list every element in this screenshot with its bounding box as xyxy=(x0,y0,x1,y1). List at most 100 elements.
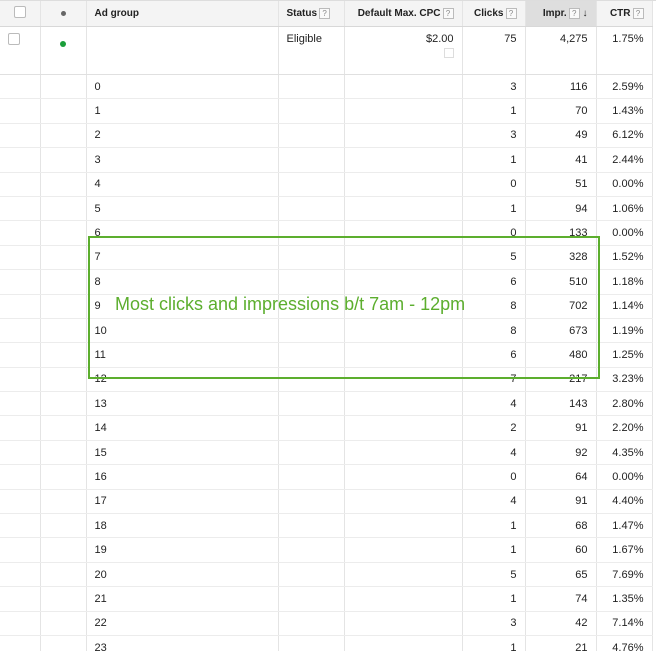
clicks-cell: 1 xyxy=(462,147,526,173)
status-dot-icon xyxy=(60,11,66,16)
cpc-cell xyxy=(344,464,463,490)
impr-cell: 49 xyxy=(525,123,597,149)
select-cell xyxy=(0,172,41,197)
clicks-cell: 75 xyxy=(462,26,526,75)
table-row: 2 3 49 6.12% xyxy=(0,123,653,149)
ctr-cell: 2.59% xyxy=(596,74,653,100)
table-row: 19 1 60 1.67% xyxy=(0,537,653,563)
select-cell xyxy=(0,562,41,588)
table-row: 6 0 133 0.00% xyxy=(0,220,653,246)
table-row: 8 6 510 1.18% xyxy=(0,269,653,295)
cpc-cell xyxy=(344,269,463,295)
clicks-cell: 5 xyxy=(462,245,526,271)
status-dot-header xyxy=(40,1,87,27)
table-row: 12 7 217 3.23% xyxy=(0,367,653,393)
table-row: 0 3 116 2.59% xyxy=(0,74,653,100)
select-cell xyxy=(0,537,41,563)
clicks-cell: 1 xyxy=(462,586,526,612)
help-icon[interactable]: ? xyxy=(319,8,331,19)
cpc-cell xyxy=(344,367,463,393)
cpc-cell xyxy=(344,440,463,466)
hour-cell: 23 xyxy=(86,635,279,651)
select-cell xyxy=(0,635,41,651)
select-cell xyxy=(0,440,41,466)
dot-cell xyxy=(40,440,87,466)
status-cell xyxy=(278,269,345,295)
ctr-cell: 0.00% xyxy=(596,220,653,246)
status-cell xyxy=(278,123,345,149)
ctr-cell: 1.67% xyxy=(596,537,653,563)
ctr-cell: 4.76% xyxy=(596,635,653,651)
cpc-cell xyxy=(344,196,463,222)
cpc-cell xyxy=(344,123,463,149)
ctr-cell: 1.43% xyxy=(596,98,653,124)
ctr-cell: 1.19% xyxy=(596,318,653,344)
impr-cell: 94 xyxy=(525,196,597,222)
cpc-cell[interactable]: $2.00 xyxy=(344,26,463,75)
clicks-cell: 2 xyxy=(462,415,526,441)
clicks-cell: 4 xyxy=(462,489,526,515)
help-icon[interactable]: ? xyxy=(632,8,644,19)
annotation-text: Most clicks and impressions b/t 7am - 12… xyxy=(115,294,466,314)
ctr-cell: 1.06% xyxy=(596,196,653,222)
table-row: 17 4 91 4.40% xyxy=(0,489,653,515)
cpc-cell xyxy=(344,98,463,124)
clicks-cell: 4 xyxy=(462,440,526,466)
ad-group-cell xyxy=(86,26,279,75)
dot-cell xyxy=(40,147,87,173)
hour-cell: 20 xyxy=(86,562,279,588)
ctr-cell: 1.14% xyxy=(596,294,653,319)
help-icon[interactable]: ? xyxy=(505,8,517,19)
clicks-cell: 7 xyxy=(462,367,526,393)
header-cpc[interactable]: Default Max. CPC? xyxy=(344,1,463,27)
table-row: 9 8 702 1.14% xyxy=(0,294,653,319)
hour-cell: 16 xyxy=(86,464,279,490)
table-row: 3 1 41 2.44% xyxy=(0,147,653,173)
sort-descending-icon: ↓ xyxy=(582,8,588,19)
header-ctr[interactable]: CTR? xyxy=(596,1,653,27)
header-impr[interactable]: Impr.? ↓ xyxy=(525,1,597,27)
dot-cell xyxy=(40,172,87,197)
hour-cell: 5 xyxy=(86,196,279,222)
clicks-cell: 1 xyxy=(462,537,526,563)
header-status[interactable]: Status? xyxy=(278,1,345,27)
help-icon[interactable]: ? xyxy=(442,8,454,19)
dot-cell xyxy=(40,635,87,651)
select-all-checkbox[interactable] xyxy=(13,6,26,18)
status-cell xyxy=(278,464,345,490)
hour-cell: 9 xyxy=(86,294,279,319)
hour-cell: 12 xyxy=(86,367,279,393)
impr-cell: 41 xyxy=(525,147,597,173)
cpc-cell xyxy=(344,635,463,651)
dot-cell xyxy=(40,98,87,124)
select-cell xyxy=(0,147,41,173)
hour-cell: 21 xyxy=(86,586,279,612)
impr-cell: 21 xyxy=(525,635,597,651)
impr-cell: 68 xyxy=(525,513,597,539)
impr-cell: 64 xyxy=(525,464,597,490)
ctr-cell: 6.12% xyxy=(596,123,653,149)
header-ad-group[interactable]: Ad group xyxy=(86,1,279,27)
help-icon[interactable]: ? xyxy=(568,8,580,19)
header-clicks[interactable]: Clicks? xyxy=(462,1,526,27)
clicks-cell: 0 xyxy=(462,220,526,246)
ctr-cell: 0.00% xyxy=(596,464,653,490)
hour-cell: 17 xyxy=(86,489,279,515)
hour-cell: 11 xyxy=(86,342,279,368)
hour-cell: 2 xyxy=(86,123,279,149)
status-cell xyxy=(278,74,345,100)
header-clicks-label: Clicks xyxy=(474,8,504,19)
table-row: 15 4 92 4.35% xyxy=(0,440,653,466)
select-cell xyxy=(0,489,41,515)
cpc-cell xyxy=(344,318,463,344)
clicks-cell: 1 xyxy=(462,98,526,124)
select-cell xyxy=(0,74,41,100)
hour-cell: 10 xyxy=(86,318,279,344)
table-row: 23 1 21 4.76% xyxy=(0,635,653,651)
ctr-cell: 1.18% xyxy=(596,269,653,295)
row-checkbox[interactable] xyxy=(8,33,20,45)
table-row: 21 1 74 1.35% xyxy=(0,586,653,612)
table-row: 4 0 51 0.00% xyxy=(0,172,653,197)
edit-icon[interactable] xyxy=(443,48,454,58)
status-cell xyxy=(278,367,345,393)
